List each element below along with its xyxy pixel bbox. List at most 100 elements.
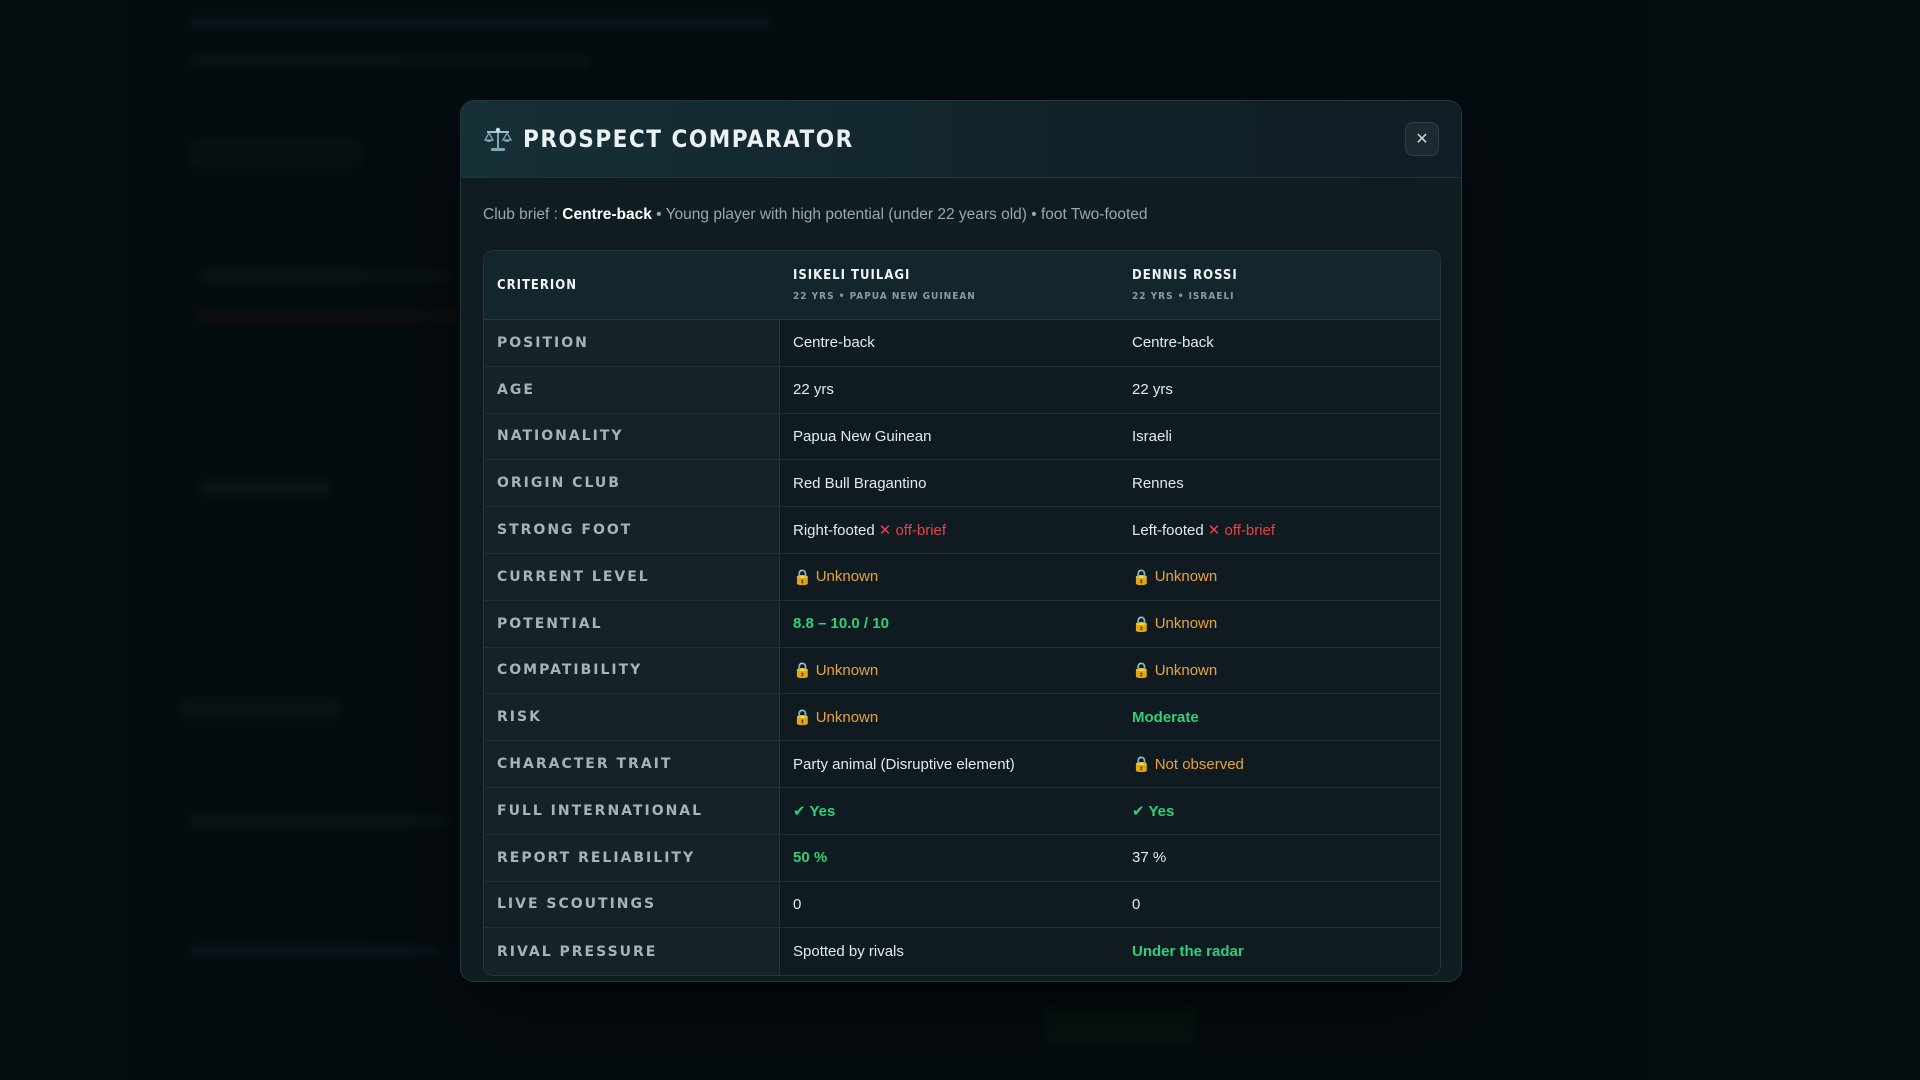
value-text: Unknown — [815, 568, 879, 586]
scales-icon — [483, 127, 513, 151]
player-b-value: Rennes — [1119, 460, 1440, 507]
value-text: Red Bull Bragantino — [793, 474, 927, 492]
value-text: Centre-back — [1132, 334, 1214, 352]
value-text: Papua New Guinean — [793, 427, 932, 445]
table-row: POSITION Centre-back Centre-back — [484, 320, 1440, 367]
table-row: NATIONALITY Papua New Guinean Israeli — [484, 413, 1440, 461]
table-row: COMPATIBILITY 🔒 Unknown 🔒 Unknown — [484, 647, 1440, 695]
player-b-value: 🔒 Unknown — [1119, 600, 1440, 647]
value-text: Party animal (Disruptive element) — [793, 755, 1015, 773]
player-a-value: Right-footed ✕ off-brief — [780, 507, 1119, 553]
player-a-value: 0 — [780, 881, 1119, 928]
player-a-value: Party animal (Disruptive element) — [780, 741, 1119, 787]
table-body: POSITION Centre-back Centre-back AGE 22 yrs 2… — [484, 320, 1440, 976]
value-text: ✔ Yes — [793, 802, 836, 820]
criterion-label: RIVAL PRESSURE — [484, 928, 780, 976]
player-b-header: DENNIS ROSSI 22 YRS • ISRAELI — [1119, 251, 1440, 319]
table-header: CRITERION ISIKELI TUILAGI 22 YRS • PAPUA… — [484, 251, 1440, 320]
player-a-value: 50 % — [780, 834, 1119, 881]
lock-icon: 🔒 — [1132, 756, 1151, 774]
close-button[interactable]: ✕ — [1405, 122, 1439, 156]
off-brief-flag: ✕ off-brief — [1207, 522, 1276, 540]
value-text: Israeli — [1132, 427, 1173, 445]
value-text: Unknown — [1154, 661, 1218, 679]
player-a-value: 🔒 Unknown — [780, 553, 1119, 600]
player-b-value: Under the radar — [1119, 928, 1440, 976]
criterion-label: FULL INTERNATIONAL — [484, 787, 780, 834]
value-text: Centre-back — [793, 334, 875, 352]
player-b-value: ✔ Yes — [1119, 787, 1440, 834]
player-a-value: Spotted by rivals — [780, 928, 1119, 976]
player-b-value: Israeli — [1119, 413, 1440, 460]
value-text: Unknown — [815, 661, 879, 679]
club-brief: Club brief : Centre-back • Young player … — [483, 206, 1439, 224]
criterion-label: RISK — [484, 694, 780, 741]
value-text: 37 % — [1132, 849, 1167, 867]
value-text: Rennes — [1132, 474, 1184, 492]
lock-icon: 🔒 — [1132, 615, 1151, 633]
value-text: Unknown — [1154, 615, 1218, 633]
player-a-value: 🔒 Unknown — [780, 647, 1119, 694]
player-a-header: ISIKELI TUILAGI 22 YRS • PAPUA NEW GUINE… — [780, 251, 1119, 319]
lock-icon: 🔒 — [793, 568, 812, 586]
value-text: 22 yrs — [793, 381, 834, 399]
value-text: Left-footed — [1132, 521, 1204, 539]
lock-icon: 🔒 — [1132, 662, 1151, 680]
brief-prefix: Club brief : — [483, 206, 563, 223]
prospect-comparator-modal: PROSPECT COMPARATOR ✕ Club brief : Centr… — [460, 100, 1462, 982]
table-row: RISK 🔒 Unknown Moderate — [484, 694, 1440, 742]
player-a-value: Papua New Guinean — [780, 413, 1119, 460]
criterion-label: COMPATIBILITY — [484, 647, 780, 694]
value-text: Under the radar — [1132, 943, 1244, 961]
table-row: AGE 22 yrs 22 yrs — [484, 366, 1440, 414]
value-text: 8.8 – 10.0 / 10 — [793, 615, 889, 633]
value-text: ✔ Yes — [1132, 802, 1175, 820]
close-icon: ✕ — [1415, 131, 1429, 148]
player-b-subtitle: 22 YRS • ISRAELI — [1132, 291, 1235, 302]
criterion-label: STRONG FOOT — [484, 507, 780, 553]
value-text: Unknown — [815, 708, 879, 726]
criterion-label: LIVE SCOUTINGS — [484, 881, 780, 928]
brief-position: Centre-back — [562, 206, 652, 223]
table-row: CURRENT LEVEL 🔒 Unknown 🔒 Unknown — [484, 553, 1440, 601]
criterion-label: REPORT RELIABILITY — [484, 834, 780, 881]
player-b-value: 0 — [1119, 881, 1440, 928]
table-row: ORIGIN CLUB Red Bull Bragantino Rennes — [484, 460, 1440, 508]
value-text: 0 — [793, 895, 802, 913]
comparison-table: CRITERION ISIKELI TUILAGI 22 YRS • PAPUA… — [483, 250, 1441, 977]
criterion-label: POSITION — [484, 320, 780, 366]
player-b-value: Centre-back — [1119, 320, 1440, 366]
table-row: REPORT RELIABILITY 50 % 37 % — [484, 834, 1440, 882]
player-a-subtitle: 22 YRS • PAPUA NEW GUINEAN — [793, 291, 976, 302]
player-b-value: 🔒 Not observed — [1119, 741, 1440, 787]
value-text: Not observed — [1154, 755, 1244, 773]
brief-details: • Young player with high potential (unde… — [651, 206, 1148, 223]
lock-icon: 🔒 — [793, 709, 812, 727]
player-a-value: 22 yrs — [780, 366, 1119, 413]
criterion-label: POTENTIAL — [484, 600, 780, 647]
player-a-value: Centre-back — [780, 320, 1119, 366]
table-row: FULL INTERNATIONAL ✔ Yes ✔ Yes — [484, 787, 1440, 835]
table-row: CHARACTER TRAIT Party animal (Disruptive … — [484, 741, 1440, 788]
modal-title: PROSPECT COMPARATOR — [523, 125, 854, 153]
criterion-label: AGE — [484, 366, 780, 413]
criterion-label: CURRENT LEVEL — [484, 553, 780, 600]
table-row: RIVAL PRESSURE Spotted by rivals Under the… — [484, 928, 1440, 976]
player-b-value: 🔒 Unknown — [1119, 553, 1440, 600]
player-b-value: 37 % — [1119, 834, 1440, 881]
criterion-header: CRITERION — [484, 251, 780, 319]
criterion-label: CHARACTER TRAIT — [484, 741, 780, 787]
player-b-value: 22 yrs — [1119, 366, 1440, 413]
player-b-value: Left-footed ✕ off-brief — [1119, 507, 1440, 553]
value-text: Right-footed — [793, 521, 875, 539]
lock-icon: 🔒 — [793, 662, 812, 680]
criterion-label: NATIONALITY — [484, 413, 780, 460]
table-row: STRONG FOOT Right-footed ✕ off-brief Left-f… — [484, 507, 1440, 554]
off-brief-flag: ✕ off-brief — [878, 522, 947, 540]
criterion-header-label: CRITERION — [497, 277, 577, 293]
value-text: Spotted by rivals — [793, 943, 904, 961]
player-a-value: ✔ Yes — [780, 787, 1119, 834]
value-text: 0 — [1132, 895, 1141, 913]
player-b-value: Moderate — [1119, 694, 1440, 741]
player-a-value: 8.8 – 10.0 / 10 — [780, 600, 1119, 647]
